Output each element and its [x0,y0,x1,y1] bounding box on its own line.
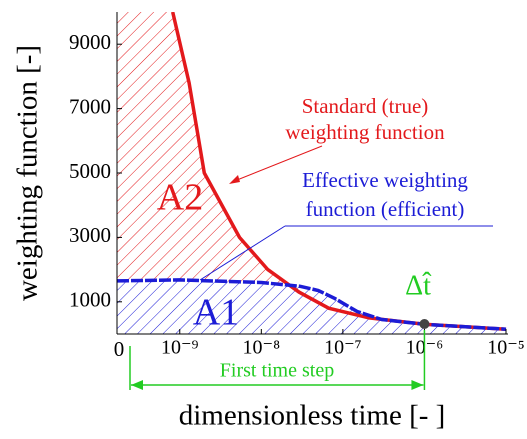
area-a1 [117,279,506,334]
y-tick-label: 1000 [69,288,111,312]
annotation: Δt̂ [405,270,432,301]
annotation: First time step [220,360,334,382]
pointer [199,225,286,281]
y-tick-label: 9000 [69,30,111,54]
annotation: A2 [157,177,203,219]
y-tick-label: 0 [114,337,125,361]
annotation: function (efficient) [306,197,465,221]
annotation: Effective weighting [302,168,468,192]
arrowhead [131,380,143,390]
y-tick-label: 7000 [69,94,111,118]
line [117,278,507,331]
y-tick-label: 5000 [69,159,111,183]
arrow [231,145,323,183]
x-tick-label: 10⁻⁷ [324,337,362,359]
area-a2 [117,12,506,334]
x-tick-label: 10⁻⁹ [161,337,199,359]
marker [419,319,430,329]
arrowhead [411,380,424,390]
annotation: Standard (true) [302,94,429,118]
annotation: A1 [193,292,239,334]
plot-area [117,12,507,334]
x-tick-label: 10⁻⁵ [487,337,525,359]
arrowhead [229,175,240,184]
y-axis-label: weighting function [-] [12,45,44,301]
x-axis-label: dimensionless time [- ] [179,400,446,432]
x-tick-label: 10⁻⁸ [243,337,281,359]
y-tick-label: 3000 [69,223,111,247]
annotation: weighting function [285,120,445,144]
